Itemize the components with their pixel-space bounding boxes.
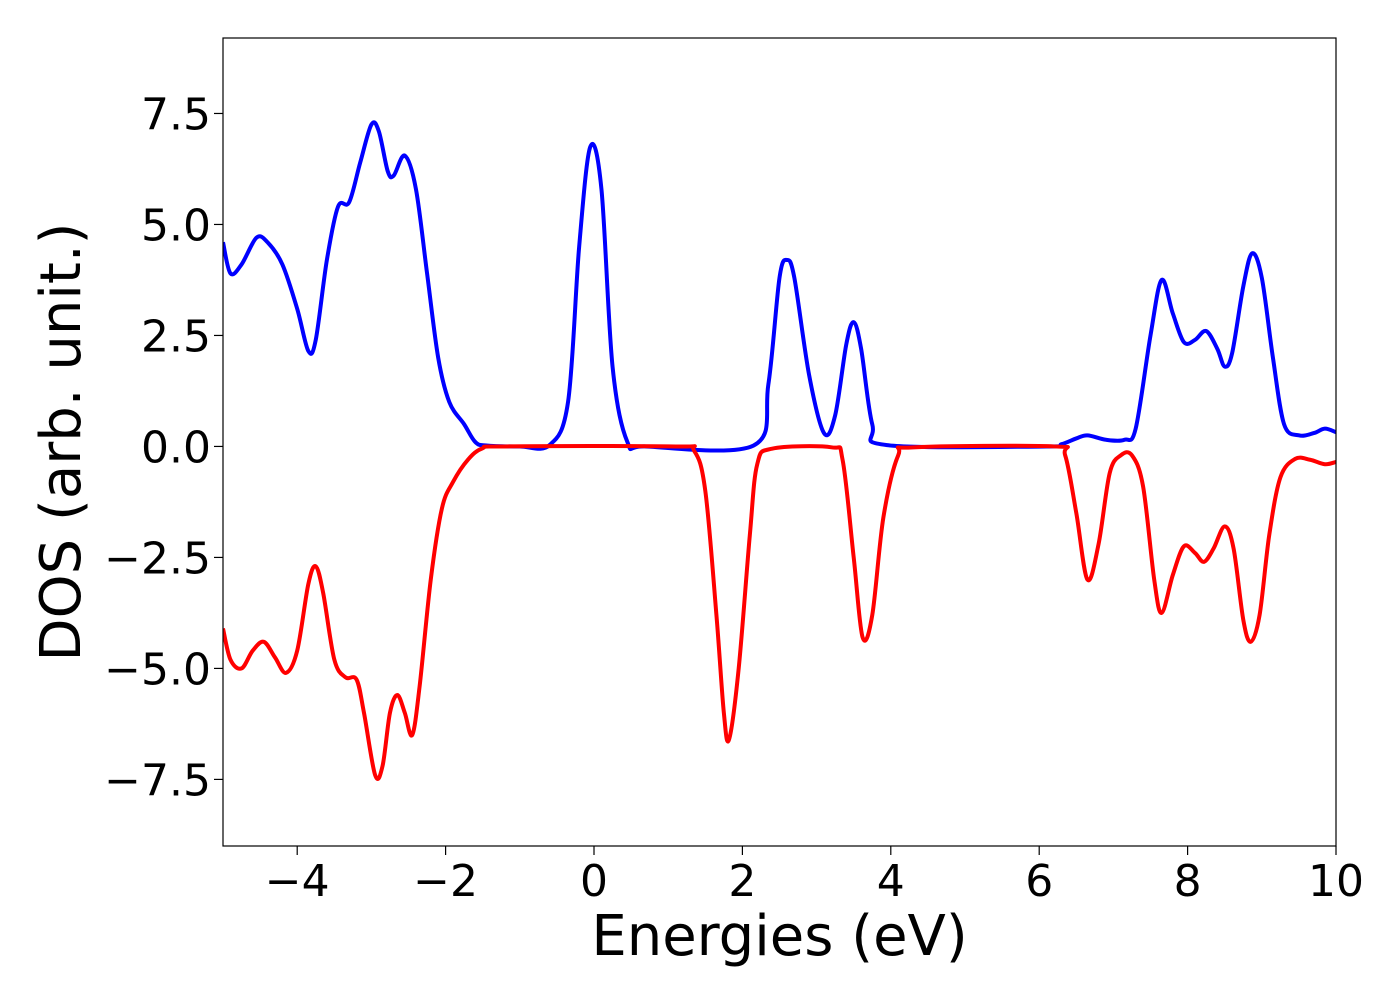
x-tick-label: 6 bbox=[1025, 856, 1053, 907]
x-tick-label: 2 bbox=[728, 856, 756, 907]
plot-background bbox=[223, 38, 1336, 846]
y-tick-label: −5.0 bbox=[104, 644, 211, 695]
x-tick-label: 8 bbox=[1174, 856, 1202, 907]
series-layer bbox=[223, 120, 1336, 781]
y-tick-label: 7.5 bbox=[141, 89, 211, 140]
x-tick-label: 10 bbox=[1308, 856, 1364, 907]
y-tick-label: 2.5 bbox=[141, 311, 211, 362]
x-tick-label: 4 bbox=[877, 856, 905, 907]
x-tick-label: −2 bbox=[413, 856, 478, 907]
y-tick-label: −7.5 bbox=[104, 755, 211, 806]
plot-frame bbox=[222, 37, 1337, 847]
x-tick-label: −4 bbox=[265, 856, 330, 907]
series-line-blue bbox=[223, 120, 1336, 453]
y-tick-label: 5.0 bbox=[141, 200, 211, 251]
y-tick-label: −2.5 bbox=[104, 533, 211, 584]
x-ticks: −4 −2 0 2 4 6 8 10 bbox=[265, 846, 1364, 907]
x-tick-label: 0 bbox=[580, 856, 608, 907]
y-tick-label: 0.0 bbox=[141, 422, 211, 473]
series-line-red bbox=[223, 443, 1336, 781]
y-axis-label: DOS (arb. unit.) bbox=[29, 222, 94, 661]
y-ticks: 7.5 5.0 2.5 0.0 −2.5 −5.0 −7.5 bbox=[104, 89, 223, 806]
x-axis-label: Energies (eV) bbox=[591, 904, 967, 969]
